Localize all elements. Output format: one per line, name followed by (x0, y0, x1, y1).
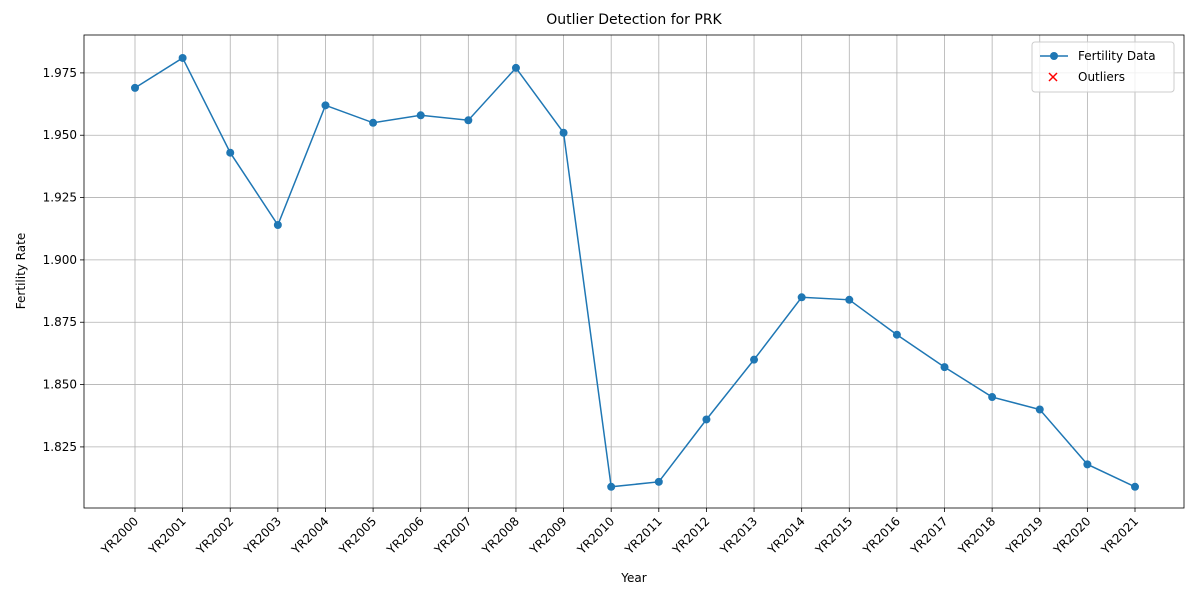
x-tick-label: YR2000 (98, 514, 141, 557)
data-point (940, 363, 949, 372)
data-point (654, 477, 663, 486)
y-tick-label: 1.900 (43, 253, 77, 267)
y-tick-label: 1.950 (43, 128, 77, 142)
x-axis-label: Year (620, 571, 646, 585)
y-axis-label: Fertility Rate (14, 233, 28, 309)
x-tick-label: YR2001 (145, 514, 188, 557)
x-tick-label: YR2006 (384, 514, 427, 557)
data-point (797, 293, 806, 302)
legend-label: Outliers (1078, 70, 1125, 84)
y-tick-label: 1.850 (43, 378, 77, 392)
x-tick-label: YR2003 (241, 514, 284, 557)
data-point (892, 330, 901, 339)
data-point (988, 393, 997, 402)
data-point (845, 295, 854, 304)
x-tick-label: YR2017 (907, 514, 950, 557)
data-point (131, 83, 139, 92)
y-tick-label: 1.975 (43, 66, 77, 80)
data-point (1083, 460, 1092, 469)
legend: Fertility Data Outliers (1031, 41, 1175, 93)
x-tick-label: YR2005 (336, 514, 379, 557)
data-point (416, 111, 425, 120)
x-tick-label: YR2010 (574, 514, 617, 557)
x-tick-label: YR2002 (193, 514, 236, 557)
y-tick-label: 1.875 (43, 315, 77, 329)
x-tick-label: YR2008 (479, 514, 522, 557)
data-point (1131, 482, 1139, 491)
legend-marker (1050, 52, 1058, 60)
data-point (226, 148, 235, 157)
data-point (464, 116, 473, 125)
data-point (178, 53, 187, 62)
legend-label: Fertility Data (1078, 49, 1156, 63)
x-tick-label: YR2012 (669, 514, 712, 557)
legend-marker (1048, 72, 1058, 82)
data-point (750, 355, 759, 364)
x-tick-label: YR2014 (764, 514, 807, 557)
plot-frame (83, 34, 1185, 509)
legend-box (1031, 41, 1175, 93)
data-point (559, 128, 568, 137)
y-tick-label: 1.925 (43, 191, 77, 205)
x-tick-label: YR2004 (288, 514, 331, 557)
x-tick-label: YR2011 (622, 514, 665, 557)
data-point (607, 482, 616, 491)
data-point (273, 220, 282, 229)
x-tick-label: YR2009 (526, 514, 569, 557)
x-tick-label: YR2016 (860, 514, 903, 557)
data-point (511, 63, 520, 72)
x-tick-label: YR2019 (1003, 514, 1046, 557)
data-point (1035, 405, 1044, 414)
data-line (134, 56, 1136, 488)
x-tick-label: YR2015 (812, 514, 855, 557)
data-point (702, 415, 711, 424)
x-tick-label: YR2007 (431, 514, 474, 557)
x-tick-label: YR2020 (1050, 514, 1093, 557)
chart-title: Outlier Detection for PRK (546, 12, 722, 28)
data-point (321, 101, 330, 110)
x-tick-label: YR2021 (1098, 514, 1141, 557)
x-tick-label: YR2013 (717, 514, 760, 557)
data-point (369, 118, 378, 127)
y-tick-label: 1.825 (43, 440, 77, 454)
x-tick-label: YR2018 (955, 514, 998, 557)
